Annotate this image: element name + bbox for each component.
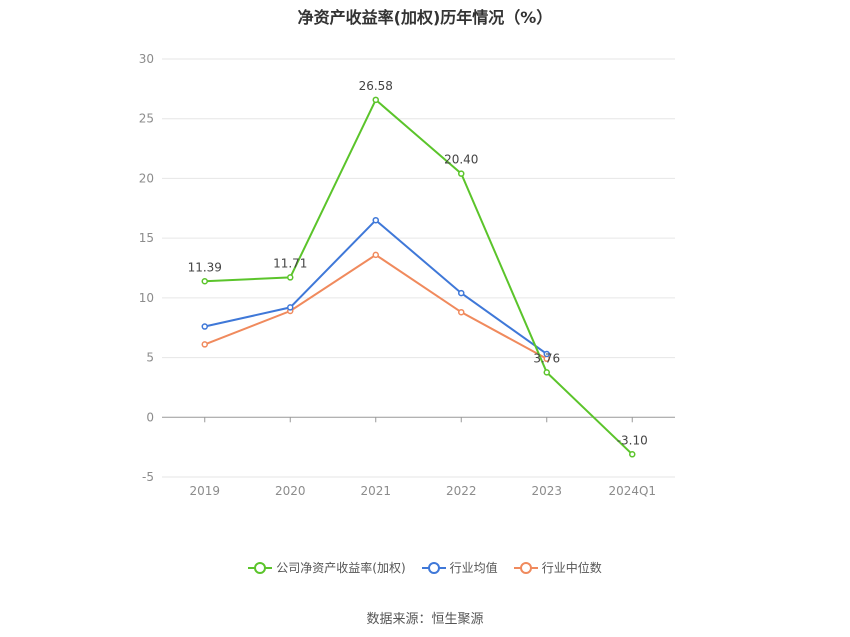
- legend-swatch: [248, 561, 273, 575]
- legend-item[interactable]: 行业中位数: [513, 559, 602, 576]
- y-tick-label: 0: [146, 410, 154, 424]
- y-tick-label: 25: [139, 112, 154, 126]
- data-label: 11.71: [273, 256, 307, 270]
- data-point: [287, 304, 294, 311]
- legend-swatch: [421, 561, 446, 575]
- data-label: -3.10: [617, 433, 648, 447]
- x-tick-label: 2023: [531, 484, 562, 498]
- y-tick-label: 10: [139, 291, 154, 305]
- x-tick-label: 2020: [275, 484, 306, 498]
- legend-label: 行业均值: [449, 561, 498, 575]
- data-point: [201, 323, 208, 330]
- legend-item[interactable]: 公司净资产收益率(加权): [248, 559, 406, 576]
- data-label: 26.58: [359, 79, 393, 93]
- legend-item[interactable]: 行业均值: [421, 559, 498, 576]
- data-point: [372, 96, 379, 104]
- series-line-0: [204, 98, 633, 456]
- y-tick-label: 30: [139, 52, 154, 66]
- data-point: [543, 350, 550, 358]
- legend-label: 公司净资产收益率(加权): [276, 561, 406, 575]
- series-line-2: [204, 253, 548, 360]
- x-tick-label: 2022: [446, 484, 477, 498]
- legend-swatch: [513, 561, 538, 575]
- data-point: [458, 308, 465, 316]
- series-line-1: [204, 218, 548, 355]
- data-point: [543, 369, 550, 376]
- x-tick-label: 2019: [189, 484, 220, 498]
- data-label: 20.40: [444, 153, 478, 167]
- data-point: [372, 251, 379, 259]
- data-label: 3.76: [533, 351, 560, 365]
- data-source: 数据来源：恒生聚源: [366, 612, 484, 627]
- data-point: [629, 451, 636, 458]
- data-point: [201, 341, 208, 348]
- chart-title: 净资产收益率(加权)历年情况（%）: [297, 8, 553, 27]
- chart-legend: 公司净资产收益率(加权) 行业均值 行业中位数: [0, 559, 850, 576]
- data-point: [458, 289, 465, 297]
- x-tick-label: 2024Q1: [608, 484, 656, 498]
- y-tick-label: -5: [142, 470, 154, 484]
- y-tick-label: 15: [139, 231, 154, 245]
- y-tick-label: 20: [139, 171, 154, 185]
- data-point: [287, 274, 294, 281]
- data-point: [201, 278, 208, 285]
- x-tick-label: 2021: [360, 484, 391, 498]
- data-label: 11.39: [188, 260, 222, 274]
- y-tick-label: 5: [146, 351, 154, 365]
- legend-label: 行业中位数: [541, 561, 602, 575]
- data-point: [372, 216, 379, 224]
- data-point: [458, 170, 465, 177]
